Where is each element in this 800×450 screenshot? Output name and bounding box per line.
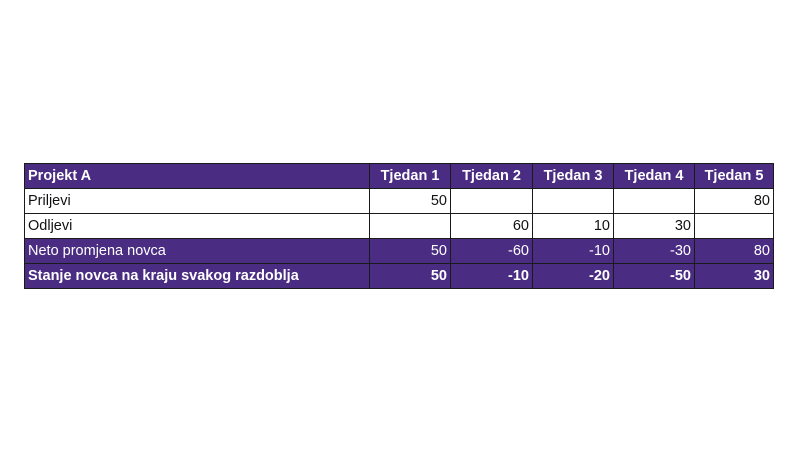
header-cell: Tjedan 5 (694, 163, 774, 189)
value-cell: 80 (694, 188, 774, 214)
empty-cell (450, 188, 533, 214)
header-cell: Tjedan 3 (532, 163, 614, 189)
value-cell: 50 (369, 238, 451, 264)
value-cell: 50 (369, 188, 451, 214)
value-cell: -10 (532, 238, 614, 264)
table-body: Priljevi 50 80 Odljevi 60 10 30 Neto promjena n… (24, 188, 774, 289)
row-label: Neto promjena novca (24, 238, 370, 264)
empty-cell (532, 188, 614, 214)
value-cell: 10 (532, 213, 614, 239)
value-cell: -60 (450, 238, 533, 264)
row-label: Stanje novca na kraju svakog razdoblja (24, 263, 370, 289)
empty-cell (694, 213, 774, 239)
header-cell: Tjedan 1 (369, 163, 451, 189)
header-cell: Tjedan 2 (450, 163, 533, 189)
value-cell: -50 (613, 263, 695, 289)
value-cell: 80 (694, 238, 774, 264)
header-cell: Projekt A (24, 163, 370, 189)
value-cell: -20 (532, 263, 614, 289)
table-row: Odljevi 60 10 30 (24, 213, 774, 239)
empty-cell (369, 213, 451, 239)
empty-cell (613, 188, 695, 214)
value-cell: 60 (450, 213, 533, 239)
table-row: Stanje novca na kraju svakog razdoblja 50… (24, 263, 774, 289)
value-cell: 30 (694, 263, 774, 289)
table-row: Priljevi 50 80 (24, 188, 774, 214)
row-label: Odljevi (24, 213, 370, 239)
value-cell: -30 (613, 238, 695, 264)
row-label: Priljevi (24, 188, 370, 214)
header-row: Projekt A Tjedan 1 Tjedan 2 Tjedan 3 Tjedan … (24, 163, 774, 189)
table-row: Neto promjena novca 50 -60 -10 -30 80 (24, 238, 774, 264)
value-cell: 30 (613, 213, 695, 239)
cash-flow-table: Projekt A Tjedan 1 Tjedan 2 Tjedan 3 Tjedan … (24, 163, 774, 289)
value-cell: 50 (369, 263, 451, 289)
value-cell: -10 (450, 263, 533, 289)
header-cell: Tjedan 4 (613, 163, 695, 189)
